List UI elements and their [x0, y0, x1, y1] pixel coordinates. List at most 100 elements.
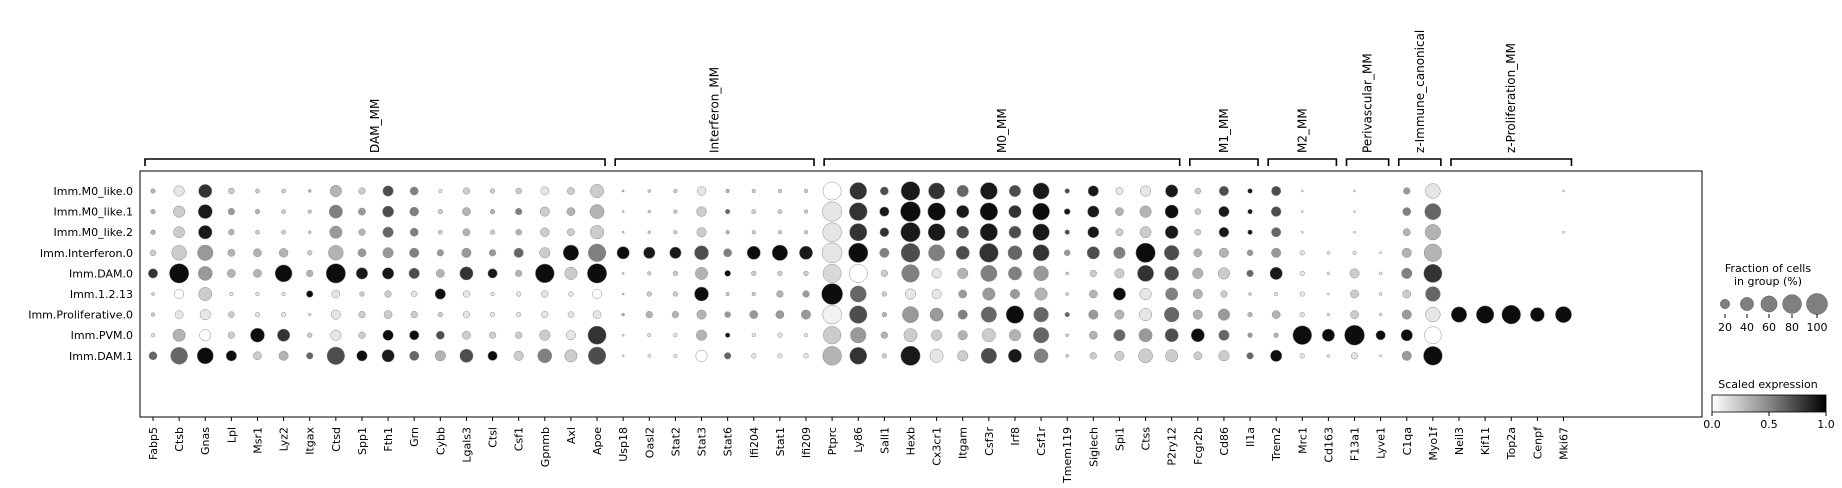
dot [462, 207, 471, 216]
dot [751, 188, 756, 194]
dot [645, 311, 653, 319]
dot [384, 290, 392, 298]
size-legend-dot [1782, 294, 1802, 314]
column-label: Top2a [1505, 427, 1518, 460]
dot [1033, 306, 1049, 323]
dot [724, 311, 731, 318]
column-label: Neil3 [1453, 427, 1466, 455]
dot [1194, 208, 1202, 215]
column-label: Gnas [199, 427, 212, 455]
dot [958, 289, 968, 299]
dot [725, 291, 730, 297]
dot [328, 245, 344, 261]
dot [1218, 329, 1230, 341]
dot [1164, 328, 1179, 343]
dot [822, 222, 842, 242]
dot [250, 327, 265, 343]
dot [487, 350, 498, 361]
dot [199, 329, 212, 342]
dot [382, 185, 394, 197]
dot [646, 291, 652, 297]
dot [1402, 228, 1411, 237]
dot [515, 187, 522, 195]
dot [356, 350, 368, 362]
dot [1326, 271, 1331, 276]
dot [1033, 265, 1049, 282]
dot [821, 242, 843, 264]
dot [1379, 354, 1382, 358]
dot [850, 327, 867, 344]
column-label: Ifi204 [748, 427, 761, 458]
dot [564, 266, 578, 280]
size-legend-label: 60 [1762, 321, 1776, 334]
dot [801, 309, 811, 320]
dot [382, 247, 394, 259]
dot [173, 205, 186, 218]
column-label: Spp1 [356, 427, 369, 455]
dot [1218, 186, 1229, 196]
dot [695, 349, 708, 362]
dot [672, 270, 679, 276]
dot [225, 350, 237, 362]
dot [956, 185, 969, 197]
dot [621, 333, 625, 337]
dot [1164, 225, 1179, 239]
dot [307, 230, 312, 234]
dot [541, 290, 549, 298]
dot [1246, 352, 1254, 360]
dot [539, 329, 551, 341]
dot [197, 204, 213, 219]
dot [409, 227, 419, 237]
dot [1299, 312, 1305, 318]
dot [1087, 205, 1100, 218]
dot [1218, 247, 1229, 258]
dot [1140, 185, 1152, 197]
dot [148, 268, 158, 279]
dot [1064, 229, 1070, 235]
dot [172, 328, 186, 342]
dot [981, 328, 996, 343]
dot [410, 290, 418, 298]
dot [461, 247, 472, 258]
dot [822, 304, 842, 325]
dot [1008, 185, 1021, 197]
column-label: Myo1f [1427, 426, 1440, 461]
column-label: Fabp5 [147, 427, 160, 460]
column-label: Csf3r [983, 427, 996, 456]
group-label: z-Immune_canonical [1413, 30, 1427, 153]
dot [587, 325, 607, 345]
dot [1008, 329, 1021, 342]
dot [1299, 270, 1305, 276]
dot [1010, 289, 1020, 299]
dot [1247, 312, 1253, 318]
dot [1033, 348, 1049, 364]
dot [1138, 348, 1153, 364]
dot [776, 290, 784, 298]
dot [1192, 309, 1203, 320]
dot [904, 288, 916, 300]
dot [541, 311, 549, 319]
dot [539, 206, 550, 217]
dot [1114, 268, 1125, 279]
dot [1139, 308, 1153, 322]
dot [489, 312, 496, 318]
dot [725, 230, 730, 235]
dot [1353, 230, 1356, 234]
size-legend-dot [1760, 295, 1778, 313]
gene-group-brackets [144, 158, 1573, 166]
dot [587, 263, 607, 284]
dot [803, 270, 809, 276]
dot [979, 202, 998, 221]
dot [1218, 227, 1230, 238]
group-label: DAM_MM [368, 99, 382, 153]
column-label: Mrc1 [1296, 427, 1309, 454]
dot [462, 330, 471, 340]
dot [434, 288, 446, 300]
dot [671, 311, 679, 319]
dot [515, 269, 523, 277]
dot [382, 329, 394, 341]
column-label: Csf1 [513, 427, 526, 451]
dot [567, 187, 575, 195]
color-legend-label: 0.0 [1703, 418, 1721, 431]
